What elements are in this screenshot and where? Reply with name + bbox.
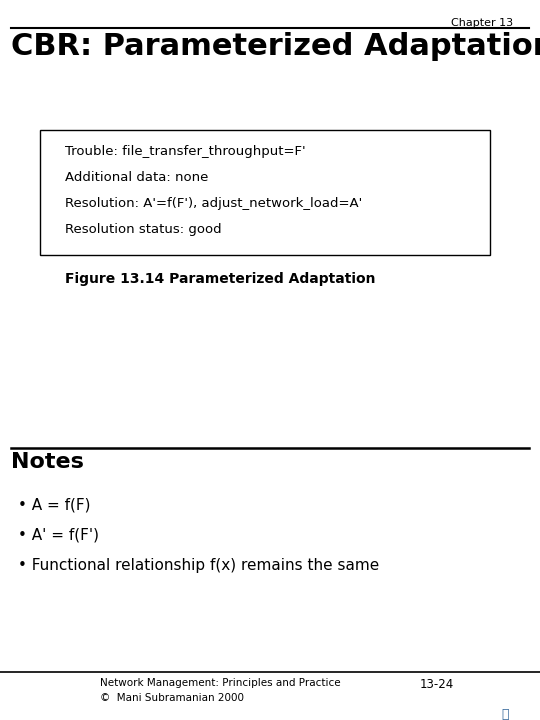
Text: Figure 13.14 Parameterized Adaptation: Figure 13.14 Parameterized Adaptation	[65, 272, 375, 286]
Text: • A' = f(F'): • A' = f(F')	[18, 528, 99, 543]
Text: 13-24: 13-24	[420, 678, 454, 691]
Text: • Functional relationship f(x) remains the same: • Functional relationship f(x) remains t…	[18, 558, 379, 573]
Text: Additional data: none: Additional data: none	[65, 171, 208, 184]
Text: 🔈: 🔈	[501, 708, 509, 720]
Text: Chapter 13: Chapter 13	[451, 18, 513, 28]
Text: Resolution status: good: Resolution status: good	[65, 223, 221, 236]
Text: Network Management: Principles and Practice: Network Management: Principles and Pract…	[100, 678, 341, 688]
Text: Trouble: file_transfer_throughput=F': Trouble: file_transfer_throughput=F'	[65, 145, 306, 158]
Text: • A = f(F): • A = f(F)	[18, 498, 91, 513]
Text: Resolution: A'=f(F'), adjust_network_load=A': Resolution: A'=f(F'), adjust_network_loa…	[65, 197, 362, 210]
Text: CBR: Parameterized Adaptation: CBR: Parameterized Adaptation	[11, 32, 540, 61]
Text: Notes: Notes	[11, 452, 84, 472]
Text: ©  Mani Subramanian 2000: © Mani Subramanian 2000	[100, 693, 244, 703]
